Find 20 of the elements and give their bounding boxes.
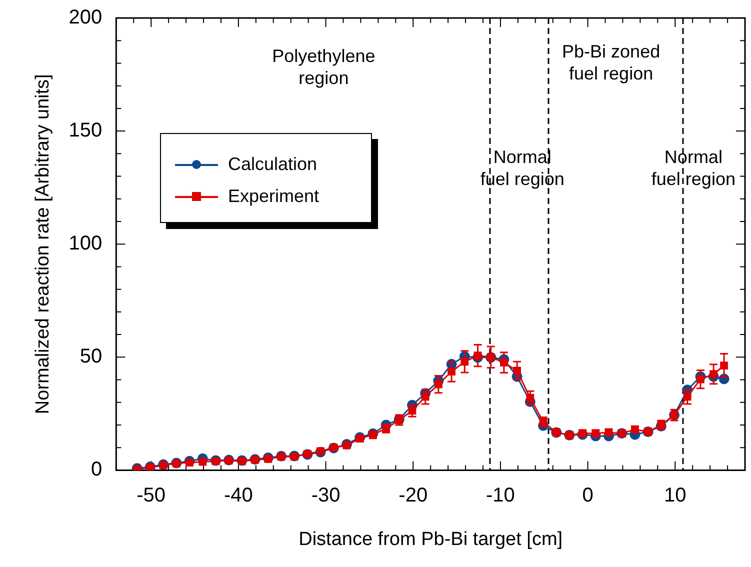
x-tick-label: -40 xyxy=(224,484,253,507)
annotation: Normal fuel region xyxy=(480,147,564,190)
x-tick-label: -30 xyxy=(311,484,340,507)
y-tick-label: 200 xyxy=(68,6,102,29)
y-tick-label: 50 xyxy=(80,346,102,368)
x-tick-label: -10 xyxy=(486,484,515,507)
y-axis-title: Normalized reaction rate [Arbitrary units] xyxy=(32,74,54,414)
y-tick-label: 100 xyxy=(68,232,102,255)
legend-label: Experiment xyxy=(228,186,320,206)
legend-label: Calculation xyxy=(228,154,318,174)
x-tick-label: -50 xyxy=(136,484,166,507)
x-tick-label: -20 xyxy=(398,484,428,507)
y-tick-label: 0 xyxy=(91,458,102,481)
y-tick-label: 150 xyxy=(68,120,102,142)
annotation: Polyethylene region xyxy=(272,46,376,88)
x-axis-title: Distance from Pb-Bi target [cm] xyxy=(298,528,563,550)
x-tick-label: 0 xyxy=(582,484,594,507)
annotation: Pb-Bi zoned fuel region xyxy=(562,42,660,84)
annotation: Normal fuel region xyxy=(651,147,736,190)
x-tick-label: 10 xyxy=(664,484,686,507)
